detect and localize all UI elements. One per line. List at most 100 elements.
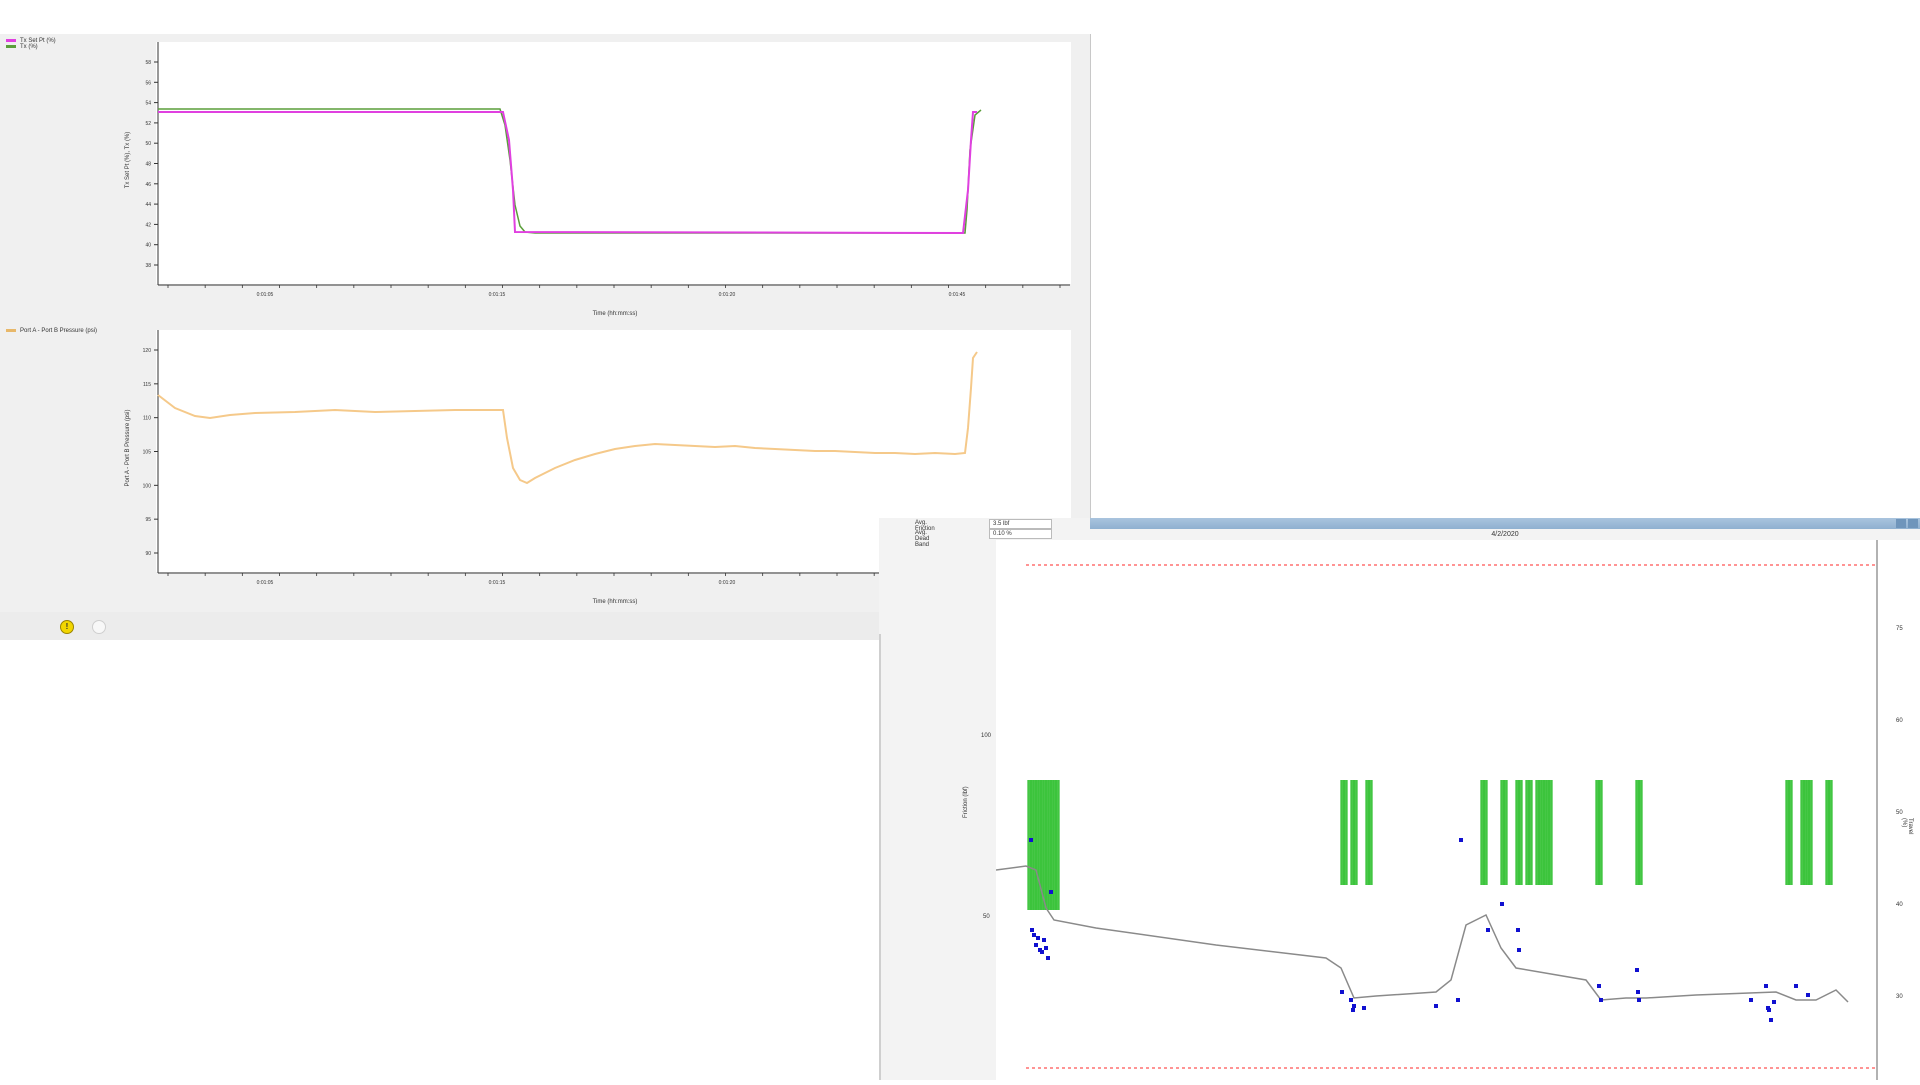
y-tick-label: 52 (145, 121, 151, 127)
chart2-y-ticks: 120 115 110 105 100 95 90 (143, 348, 158, 557)
pressure-chart[interactable]: 120 115 110 105 100 95 90 0:01:05 0:01:15 0:01:2… (115, 328, 1075, 612)
right-axis-tick-5: 30 (1896, 994, 1903, 1000)
x-tick-label: 0:01:20 (719, 580, 736, 586)
x-tick-label: 0:01:05 (257, 292, 274, 298)
x-tick-label: 0:01:05 (257, 580, 274, 586)
travel-point (1597, 984, 1601, 988)
travel-point (1049, 890, 1053, 894)
travel-point (1500, 902, 1504, 906)
legend-swatch-actual (6, 44, 16, 48)
travel-point (1767, 1008, 1771, 1012)
left-axis-tick-50: 50 (983, 914, 990, 920)
legend-swatch-setpoint (6, 38, 16, 42)
x-tick-label: 0:01:15 (489, 580, 506, 586)
travel-point (1635, 968, 1639, 972)
travel-points (1029, 838, 1810, 1022)
legend-item-pressure: Port A - Port B Pressure (psi) (6, 328, 97, 334)
y-tick-label: 115 (143, 382, 151, 388)
legend-item-actual: Tx (%) (6, 44, 56, 50)
chart-title: 4/2/2020 (1491, 531, 1519, 538)
travel-point (1806, 993, 1810, 997)
travel-point (1769, 1018, 1773, 1022)
minimize-button[interactable] (1896, 519, 1906, 528)
legend-label-actual: Tx (%) (20, 44, 38, 50)
friction-bars (1027, 780, 1833, 910)
travel-point (1517, 948, 1521, 952)
travel-point (1042, 938, 1046, 942)
chart1-legend: Tx Set Pt (%) Tx (%) (6, 38, 56, 50)
y-tick-label: 56 (145, 80, 151, 86)
help-icon[interactable] (92, 620, 106, 634)
series-pressure (157, 351, 978, 485)
close-button[interactable] (1908, 519, 1918, 528)
y-tick-label: 50 (145, 141, 151, 147)
travel-point (1029, 838, 1033, 842)
y-tick-label: 100 (143, 483, 152, 489)
travel-point (1040, 950, 1044, 954)
chart1-y-axis-label: Tx Set Pt (%), Tx (%) (125, 132, 131, 189)
right-axis-label: Travel (%) (1901, 818, 1913, 835)
y-tick-label: 38 (145, 263, 151, 269)
travel-point (1516, 928, 1520, 932)
trend-window: Tx Set Pt (%) Tx (%) 58 56 54 52 50 48 46 44 42 4… (0, 34, 1091, 640)
travel-point (1636, 990, 1640, 994)
travel-point (1034, 943, 1038, 947)
stat-label-deadband: Avg. Dead Band (915, 530, 930, 548)
chart2-y-axis-label: Port A - Port B Pressure (psi) (125, 409, 131, 486)
travel-point (1486, 928, 1490, 932)
travel-point (1599, 998, 1603, 1002)
travel-point (1456, 998, 1460, 1002)
right-axis-tick-2: 60 (1896, 718, 1903, 724)
series-tx-setpoint (158, 111, 977, 235)
travel-point (1044, 946, 1048, 950)
y-tick-label: 90 (145, 551, 151, 557)
friction-window: 4/2/2020 Avg. Friction 3.5 lbf Avg. Dead… (879, 518, 1920, 1080)
travel-point (1046, 956, 1050, 960)
left-axis-tick-100: 100 (981, 733, 992, 739)
chart1-x-ticks: 0:01:05 0:01:15 0:01:20 0:01:45 (167, 285, 1061, 298)
chart2-legend: Port A - Port B Pressure (psi) (6, 328, 97, 334)
travel-point (1340, 990, 1344, 994)
travel-point (1030, 928, 1034, 932)
y-tick-label: 58 (145, 60, 151, 66)
travel-point (1459, 838, 1463, 842)
legend-label-pressure: Port A - Port B Pressure (psi) (20, 328, 98, 334)
travel-point (1794, 984, 1798, 988)
travel-point (1764, 984, 1768, 988)
travel-point (1349, 998, 1353, 1002)
stat-value-deadband: 0.10 % (989, 529, 1052, 539)
travel-point (1749, 998, 1753, 1002)
x-tick-label: 0:01:20 (719, 292, 736, 298)
legend-swatch-pressure (6, 328, 16, 332)
x-tick-label: 0:01:15 (489, 292, 506, 298)
y-tick-label: 42 (145, 222, 151, 228)
stat-value-friction: 3.5 lbf (989, 519, 1052, 529)
travel-point (1351, 1008, 1355, 1012)
panel-divider (879, 634, 881, 1080)
travel-point (1362, 1006, 1366, 1010)
right-axis-tick-4: 40 (1896, 902, 1903, 908)
window2-titlebar[interactable] (1090, 518, 1920, 529)
chart2-x-axis-label: Time (hh:mm:ss) (593, 599, 638, 605)
travel-line (995, 865, 1849, 1003)
y-tick-label: 95 (145, 517, 151, 523)
travel-point (1032, 933, 1036, 937)
y-tick-label: 44 (145, 202, 151, 208)
travel-point (1352, 1004, 1356, 1008)
y-tick-label: 48 (145, 162, 151, 168)
warning-icon[interactable]: ! (60, 620, 74, 634)
friction-plot-area[interactable] (995, 540, 1920, 1080)
y-tick-label: 110 (143, 416, 151, 422)
travel-point (1036, 936, 1040, 940)
friction-chart[interactable] (995, 540, 1920, 1080)
y-tick-label: 46 (145, 182, 151, 188)
y-tick-label: 40 (145, 243, 151, 249)
chart1-x-axis-label: Time (hh:mm:ss) (593, 311, 638, 317)
travel-point (1434, 1004, 1438, 1008)
x-tick-label: 0:01:45 (949, 292, 966, 298)
legend-label-setpoint: Tx Set Pt (%) (20, 38, 56, 44)
travel-point (1637, 998, 1641, 1002)
legend-item-setpoint: Tx Set Pt (%) (6, 38, 56, 44)
travel-point (1772, 1000, 1776, 1004)
